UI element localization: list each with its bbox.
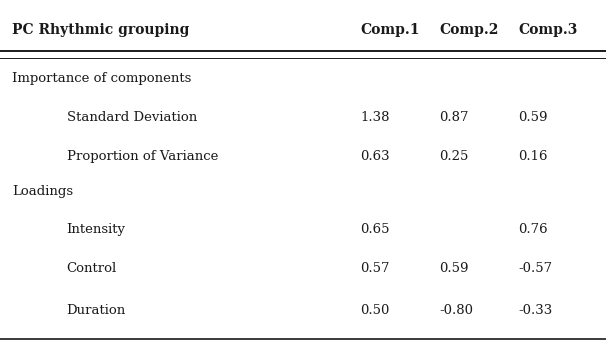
Text: -0.80: -0.80 — [439, 304, 473, 317]
Text: Proportion of Variance: Proportion of Variance — [67, 150, 218, 163]
Text: Loadings: Loadings — [12, 185, 73, 198]
Text: 0.50: 0.50 — [361, 304, 390, 317]
Text: Control: Control — [67, 262, 117, 275]
Text: Standard Deviation: Standard Deviation — [67, 111, 197, 124]
Text: 0.59: 0.59 — [439, 262, 469, 275]
Text: -0.33: -0.33 — [518, 304, 553, 317]
Text: 0.65: 0.65 — [361, 223, 390, 237]
Text: 0.76: 0.76 — [518, 223, 548, 237]
Text: Comp.1: Comp.1 — [361, 23, 420, 37]
Text: 0.16: 0.16 — [518, 150, 548, 163]
Text: Comp.3: Comp.3 — [518, 23, 578, 37]
Text: Intensity: Intensity — [67, 223, 125, 237]
Text: PC Rhythmic grouping: PC Rhythmic grouping — [12, 23, 190, 37]
Text: -0.57: -0.57 — [518, 262, 552, 275]
Text: Comp.2: Comp.2 — [439, 23, 499, 37]
Text: 1.38: 1.38 — [361, 111, 390, 124]
Text: 0.57: 0.57 — [361, 262, 390, 275]
Text: 0.59: 0.59 — [518, 111, 548, 124]
Text: Importance of components: Importance of components — [12, 72, 191, 86]
Text: 0.25: 0.25 — [439, 150, 468, 163]
Text: 0.63: 0.63 — [361, 150, 390, 163]
Text: Duration: Duration — [67, 304, 126, 317]
Text: 0.87: 0.87 — [439, 111, 469, 124]
